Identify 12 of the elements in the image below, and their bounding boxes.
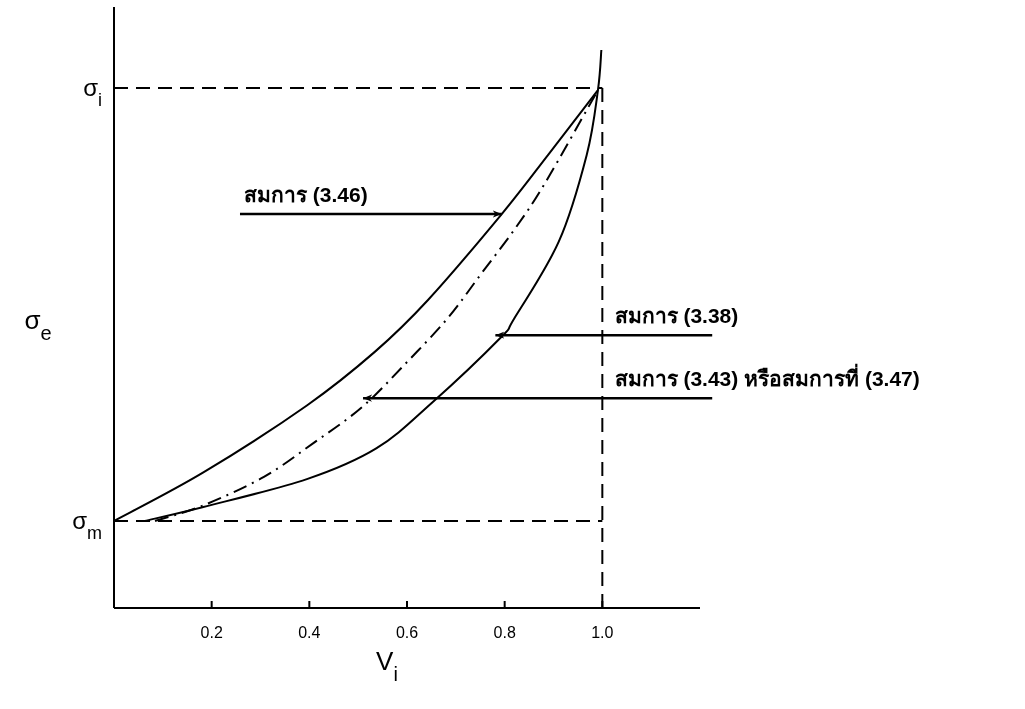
x-tick-label: 0.6	[395, 624, 419, 641]
ref-line-label: σ$_{m}$	[72, 506, 102, 543]
x-tick-label: 0.4	[298, 624, 321, 641]
y-axis-title: σ$_{e}$	[24, 305, 52, 344]
annotation: สมการ (3.46)	[243, 183, 368, 207]
annotation: สมการ (3.38)	[614, 304, 739, 328]
annotation: สมการ (3.43) หรือสมการที่ (3.47)	[614, 363, 920, 391]
x-tick-label: 1.0	[591, 624, 614, 641]
x-tick-label: 0.8	[493, 624, 516, 641]
ref-line-label: σ$_{i}$	[83, 73, 102, 110]
x-axis-title: V$_{i}$	[376, 646, 398, 685]
x-tick-label: 0.2	[200, 624, 223, 641]
